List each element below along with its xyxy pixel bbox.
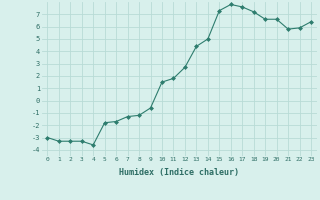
X-axis label: Humidex (Indice chaleur): Humidex (Indice chaleur) [119, 168, 239, 177]
